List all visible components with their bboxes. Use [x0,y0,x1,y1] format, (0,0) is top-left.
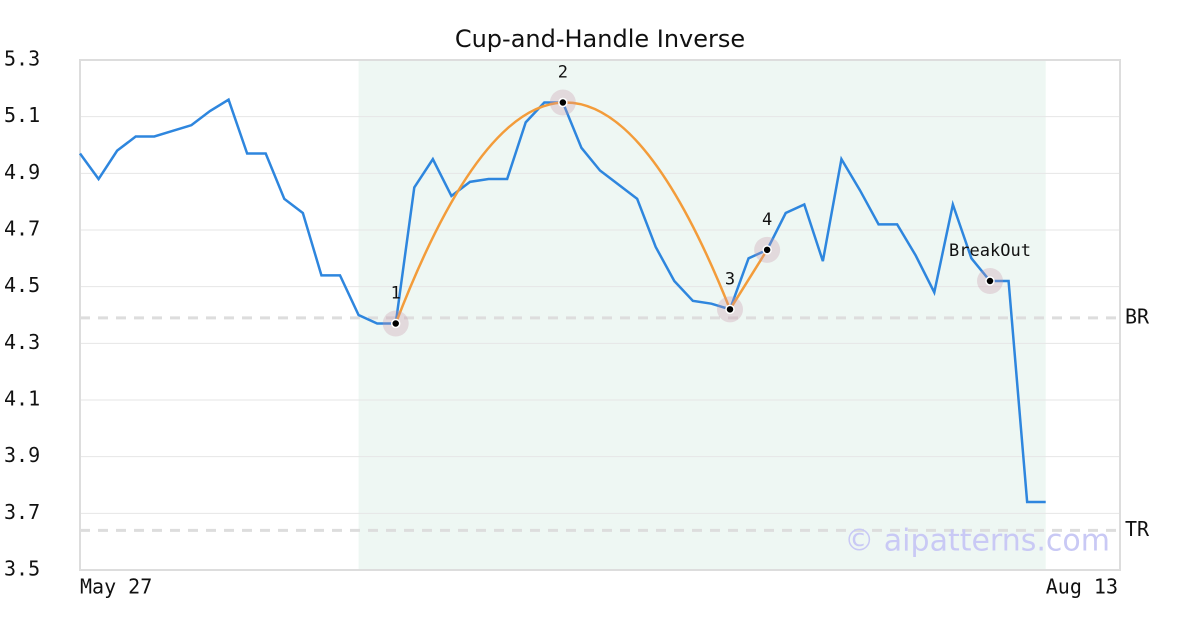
pattern-region [358,60,1046,570]
pattern-label: 4 [762,210,772,230]
y-tick-label: 3.5 [4,557,40,581]
y-tick-label: 5.3 [4,47,40,71]
cup-curve [394,101,769,324]
y-tick-label: 4.9 [4,160,40,184]
watermark: © aipatterns.com [844,524,1110,559]
x-tick-label: Aug 13 [1046,575,1118,599]
pattern-point [558,97,568,108]
y-tick-label: 5.1 [4,103,40,127]
pattern-point [725,304,735,315]
y-tick-label: 4.7 [4,217,40,241]
pattern-point [985,276,995,286]
pattern-label: 1 [391,284,401,304]
y-tick-label: 4.5 [4,273,40,297]
y-tick-label: 3.9 [4,443,40,467]
x-tick-label: May 27 [80,575,152,599]
y-tick-label: 4.3 [4,330,40,354]
pattern-label: 3 [725,269,735,289]
pattern-point [762,245,772,255]
level-label: BR [1125,304,1150,328]
level-label: TR [1125,517,1150,541]
chart-title: Cup-and-Handle Inverse [455,25,745,53]
pattern-label: BreakOut [949,241,1031,261]
pattern-point [390,318,401,329]
y-tick-label: 4.1 [4,387,40,411]
y-tick-label: 3.7 [4,500,40,524]
plot-frame [79,59,1121,571]
pattern-label: 2 [558,63,568,83]
